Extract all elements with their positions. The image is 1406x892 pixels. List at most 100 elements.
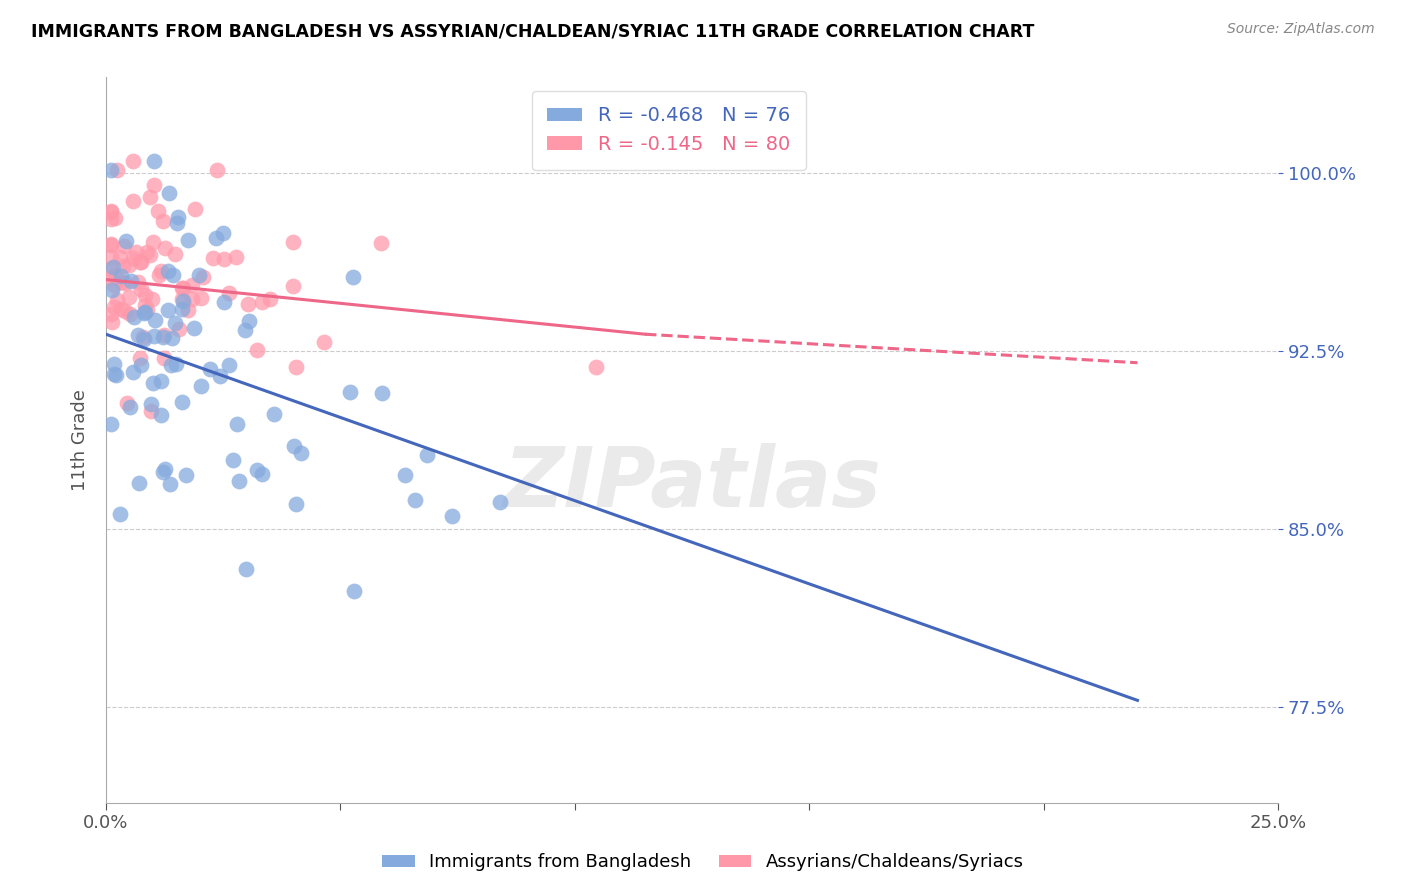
Point [100, 250, 122, 264]
Point [152, 465, 174, 479]
Point [166, 211, 188, 225]
Point [202, 252, 225, 266]
Point [142, 376, 165, 391]
Point [101, 260, 124, 274]
Point [226, 417, 249, 432]
Point [150, 264, 173, 278]
Point [160, 358, 183, 372]
Point [153, 328, 176, 343]
Point [252, 294, 274, 309]
Point [100, 417, 122, 431]
Point [212, 252, 235, 266]
Point [100, 283, 122, 297]
Point [285, 360, 308, 375]
Point [155, 241, 177, 255]
Point [139, 403, 162, 417]
Text: ZIPatlas: ZIPatlas [503, 443, 882, 524]
Point [100, 162, 122, 177]
Point [103, 367, 125, 381]
Point [157, 186, 180, 201]
Point [100, 261, 122, 276]
Point [112, 238, 135, 252]
Point [236, 297, 259, 311]
Point [100, 211, 122, 226]
Text: IMMIGRANTS FROM BANGLADESH VS ASSYRIAN/CHALDEAN/SYRIAC 11TH GRADE CORRELATION CH: IMMIGRANTS FROM BANGLADESH VS ASSYRIAN/C… [31, 22, 1035, 40]
Point [127, 275, 149, 289]
Point [233, 323, 256, 337]
Point [250, 467, 273, 482]
Point [110, 268, 132, 283]
Legend: Immigrants from Bangladesh, Assyrians/Chaldeans/Syriacs: Immigrants from Bangladesh, Assyrians/Ch… [375, 847, 1031, 879]
Point [172, 293, 194, 308]
Point [181, 292, 204, 306]
Point [139, 248, 162, 262]
Text: Source: ZipAtlas.com: Source: ZipAtlas.com [1227, 22, 1375, 37]
Point [122, 153, 145, 168]
Point [190, 291, 212, 305]
Point [115, 234, 138, 248]
Point [165, 247, 187, 261]
Point [181, 278, 204, 293]
Point [170, 292, 193, 306]
Point [193, 270, 215, 285]
Point [152, 214, 174, 228]
Point [122, 310, 145, 324]
Point [120, 307, 142, 321]
Point [125, 245, 148, 260]
Point [143, 153, 166, 168]
Point [103, 301, 125, 315]
Point [163, 316, 186, 330]
Point [165, 357, 187, 371]
Point [132, 330, 155, 344]
Point [263, 407, 285, 421]
Point [235, 562, 257, 576]
Point [100, 204, 122, 219]
Point [416, 448, 439, 462]
Point [312, 335, 335, 350]
Point [290, 446, 312, 460]
Point [100, 307, 122, 321]
Point [118, 290, 141, 304]
Point [117, 396, 139, 410]
Point [157, 303, 180, 318]
Point [127, 328, 149, 343]
Point [141, 292, 163, 306]
Point [177, 302, 200, 317]
Point [259, 292, 281, 306]
Point [174, 467, 197, 482]
Point [371, 385, 394, 400]
Point [134, 298, 156, 312]
Point [118, 400, 141, 414]
Point [143, 178, 166, 192]
Point [101, 315, 124, 329]
Point [404, 493, 426, 508]
Point [214, 295, 236, 310]
Point [156, 264, 179, 278]
Point [122, 251, 145, 265]
Point [100, 205, 122, 219]
Point [101, 271, 124, 285]
Point [198, 362, 221, 376]
Point [394, 467, 416, 482]
Point [205, 163, 228, 178]
Point [172, 281, 194, 295]
Y-axis label: 11th Grade: 11th Grade [72, 389, 89, 491]
Point [440, 508, 463, 523]
Point [132, 306, 155, 320]
Point [172, 281, 194, 295]
Point [342, 269, 364, 284]
Point [190, 379, 212, 393]
Point [228, 474, 250, 488]
Point [122, 365, 145, 379]
Point [104, 268, 127, 282]
Point [105, 163, 128, 178]
Point [187, 268, 209, 283]
Point [160, 331, 183, 345]
Point [129, 358, 152, 372]
Point [121, 194, 143, 209]
Point [343, 584, 366, 599]
Legend: R = -0.468   N = 76, R = -0.145   N = 80: R = -0.468 N = 76, R = -0.145 N = 80 [531, 91, 806, 169]
Point [167, 322, 190, 336]
Point [238, 314, 260, 328]
Point [370, 235, 392, 250]
